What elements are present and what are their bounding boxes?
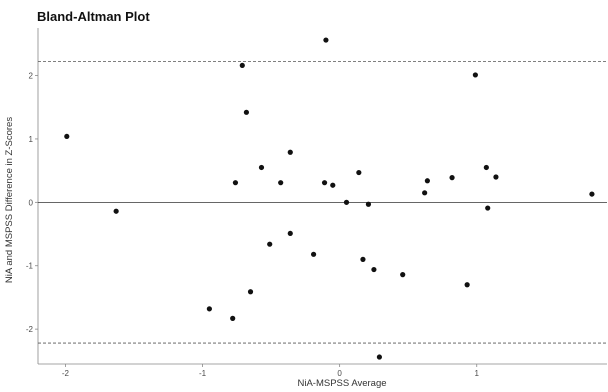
- data-point: [287, 230, 293, 237]
- x-tick-label: -1: [199, 369, 207, 378]
- data-point: [365, 201, 372, 207]
- data-point: [323, 37, 329, 43]
- data-point: [485, 205, 491, 211]
- data-point: [310, 251, 317, 257]
- x-tick-label: 1: [475, 369, 480, 378]
- data-point: [232, 180, 239, 186]
- data-point: [343, 199, 350, 205]
- data-point: [483, 164, 489, 171]
- data-point: [64, 133, 70, 140]
- data-point: [400, 272, 406, 278]
- y-axis-title: NiA and MSPSS Difference in Z-Scores: [4, 117, 15, 283]
- data-point: [243, 109, 250, 115]
- data-point: [113, 208, 119, 214]
- x-tick-label: -2: [62, 369, 70, 378]
- data-point: [371, 266, 377, 273]
- chart-title: Bland-Altman Plot: [37, 9, 150, 24]
- data-point: [376, 354, 382, 360]
- data-point: [424, 178, 430, 184]
- data-point: [422, 190, 428, 196]
- y-tick-label: 2: [29, 72, 34, 81]
- data-point: [493, 174, 499, 180]
- data-point: [356, 169, 362, 176]
- y-tick-label: -1: [26, 262, 34, 271]
- data-point: [321, 180, 328, 186]
- data-point: [230, 315, 236, 321]
- x-axis-title: NiA-MSPSS Average: [297, 378, 386, 389]
- data-point: [330, 182, 336, 188]
- data-point: [287, 149, 293, 155]
- data-point: [239, 62, 245, 69]
- data-point: [464, 282, 470, 288]
- plot-area: -2 -1 0 1 2 -2 -1 0 1: [26, 28, 607, 378]
- data-point: [278, 180, 284, 186]
- data-point: [206, 306, 212, 312]
- data-point: [360, 256, 366, 262]
- x-tick-label: 0: [337, 369, 342, 378]
- y-tick-label: -2: [26, 325, 34, 334]
- data-point: [258, 164, 265, 171]
- data-point: [267, 241, 273, 247]
- data-point: [247, 289, 254, 295]
- y-tick-label: 1: [29, 135, 34, 144]
- data-point: [449, 175, 455, 181]
- data-point: [472, 72, 478, 78]
- data-point: [589, 191, 595, 197]
- y-tick-label: 0: [29, 198, 34, 207]
